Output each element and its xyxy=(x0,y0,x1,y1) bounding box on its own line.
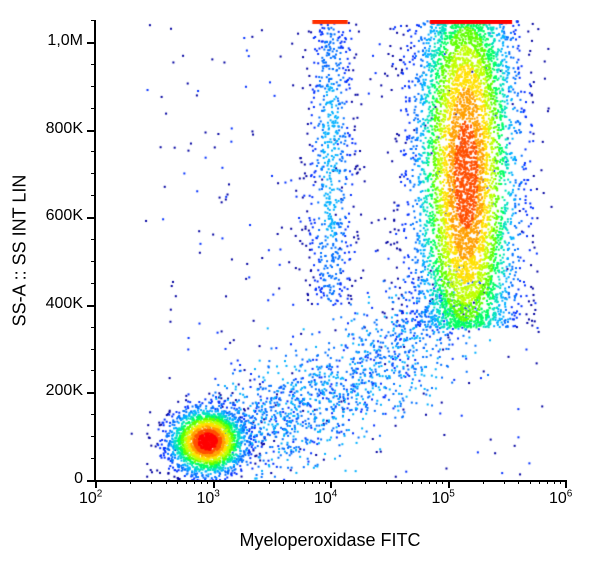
y-minor-tick xyxy=(91,239,95,240)
y-tick-label: 400K xyxy=(46,295,83,313)
x-minor-tick xyxy=(429,480,430,484)
x-tick-label: 104 xyxy=(314,490,337,508)
x-tick xyxy=(330,480,332,488)
x-minor-tick xyxy=(269,480,270,484)
y-tick-label: 1,0M xyxy=(47,32,83,50)
y-tick xyxy=(87,305,95,307)
x-minor-tick xyxy=(186,480,187,484)
x-minor-tick xyxy=(412,480,413,484)
x-minor-tick xyxy=(248,480,249,484)
y-minor-tick xyxy=(91,283,95,284)
y-minor-tick xyxy=(91,151,95,152)
x-minor-tick xyxy=(442,480,443,484)
x-minor-tick xyxy=(319,480,320,484)
y-minor-tick xyxy=(91,173,95,174)
x-minor-tick xyxy=(207,480,208,484)
y-minor-tick xyxy=(91,458,95,459)
scatter-canvas xyxy=(95,20,565,480)
y-tick xyxy=(87,392,95,394)
x-minor-tick xyxy=(166,480,167,484)
x-minor-tick xyxy=(436,480,437,484)
x-minor-tick xyxy=(194,480,195,484)
y-minor-tick xyxy=(91,64,95,65)
x-tick xyxy=(565,480,567,488)
y-axis-line xyxy=(94,20,96,481)
x-minor-tick xyxy=(295,480,296,484)
y-minor-tick xyxy=(91,327,95,328)
x-minor-tick xyxy=(421,480,422,484)
x-minor-tick xyxy=(312,480,313,484)
x-minor-tick xyxy=(304,480,305,484)
x-minor-tick xyxy=(560,480,561,484)
y-minor-tick xyxy=(91,20,95,21)
y-tick xyxy=(87,480,95,482)
y-minor-tick xyxy=(91,349,95,350)
x-tick xyxy=(95,480,97,488)
x-minor-tick xyxy=(130,480,131,484)
y-minor-tick xyxy=(91,261,95,262)
y-minor-tick xyxy=(91,370,95,371)
x-minor-tick xyxy=(547,480,548,484)
y-tick xyxy=(87,217,95,219)
x-minor-tick xyxy=(518,480,519,484)
y-tick-label: 0 xyxy=(74,470,83,488)
x-minor-tick xyxy=(177,480,178,484)
y-tick-label: 800K xyxy=(46,120,83,138)
y-tick xyxy=(87,130,95,132)
y-minor-tick xyxy=(91,414,95,415)
y-tick-label: 600K xyxy=(46,207,83,225)
flow-cytometry-plot: { "chart": { "type": "scatter-density", … xyxy=(0,0,600,564)
y-axis-label: SS-A :: SS INT LIN xyxy=(10,141,31,361)
y-minor-tick xyxy=(91,86,95,87)
x-minor-tick xyxy=(554,480,555,484)
x-minor-tick xyxy=(201,480,202,484)
x-minor-tick xyxy=(386,480,387,484)
x-minor-tick xyxy=(504,480,505,484)
x-tick-label: 105 xyxy=(432,490,455,508)
x-tick xyxy=(213,480,215,488)
x-minor-tick xyxy=(530,480,531,484)
x-minor-tick xyxy=(365,480,366,484)
x-axis-label: Myeloperoxidase FITC xyxy=(95,530,565,551)
x-minor-tick xyxy=(483,480,484,484)
x-minor-tick xyxy=(325,480,326,484)
x-minor-tick xyxy=(401,480,402,484)
y-minor-tick xyxy=(91,108,95,109)
x-tick-label: 106 xyxy=(549,490,572,508)
y-minor-tick xyxy=(91,195,95,196)
y-tick xyxy=(87,42,95,44)
x-minor-tick xyxy=(151,480,152,484)
x-minor-tick xyxy=(283,480,284,484)
x-tick-label: 102 xyxy=(79,490,102,508)
x-minor-tick xyxy=(539,480,540,484)
y-tick-label: 200K xyxy=(46,382,83,400)
x-tick-label: 103 xyxy=(197,490,220,508)
y-minor-tick xyxy=(91,436,95,437)
x-tick xyxy=(448,480,450,488)
